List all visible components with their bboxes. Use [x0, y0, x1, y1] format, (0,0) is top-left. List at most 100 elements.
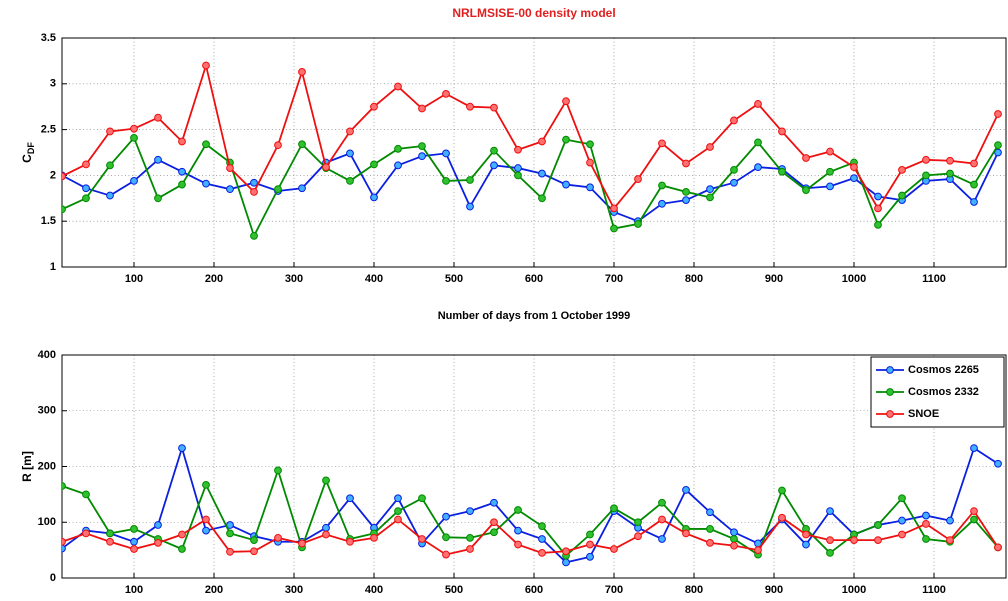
y-tick-label: 1.5 — [41, 215, 56, 227]
x-tick-label: 500 — [445, 584, 463, 596]
data-point — [62, 205, 66, 214]
y-axis-label-main: R [m] — [20, 451, 34, 482]
y-tick-label: 1 — [50, 261, 56, 273]
data-point — [250, 231, 258, 240]
data-point — [970, 515, 978, 524]
y-tick-label: 2 — [50, 169, 56, 181]
data-point — [442, 550, 450, 559]
y-axis-label-sub: DF — [26, 142, 36, 154]
x-tick-label: 600 — [525, 273, 543, 285]
data-point — [658, 535, 666, 543]
data-point — [418, 494, 426, 503]
data-point — [898, 530, 906, 539]
data-point — [82, 490, 90, 499]
data-point — [154, 521, 162, 529]
y-tick-label: 400 — [38, 349, 56, 361]
x-tick-label: 400 — [365, 584, 383, 596]
x-tick-label: 200 — [205, 584, 223, 596]
data-point — [538, 522, 546, 531]
y-tick-label: 0 — [50, 572, 56, 584]
data-point — [322, 476, 330, 485]
data-point — [922, 155, 930, 164]
data-point — [826, 147, 834, 156]
data-point — [754, 163, 762, 172]
y-tick-label: 200 — [38, 460, 56, 472]
data-point — [202, 515, 210, 524]
data-point — [394, 507, 402, 516]
data-point — [658, 498, 666, 507]
data-point — [826, 507, 834, 516]
data-point — [490, 518, 498, 527]
data-point — [394, 494, 402, 503]
data-point — [442, 149, 450, 158]
data-point — [490, 103, 498, 112]
series-line — [62, 136, 999, 239]
data-point — [970, 198, 978, 206]
x-tick-label: 700 — [605, 273, 623, 285]
x-tick-label: 800 — [685, 273, 703, 285]
data-point — [178, 545, 186, 553]
legend-marker — [886, 388, 894, 396]
data-point — [874, 220, 882, 229]
data-point — [850, 163, 858, 172]
data-point — [922, 520, 930, 528]
data-point — [946, 516, 954, 525]
data-point — [62, 172, 66, 181]
data-point — [586, 183, 594, 192]
data-point — [466, 545, 474, 553]
data-point — [634, 532, 642, 541]
data-point — [682, 486, 690, 494]
data-point — [514, 526, 522, 535]
data-point — [298, 140, 306, 149]
data-point — [610, 545, 618, 553]
data-point — [538, 535, 546, 543]
data-point — [682, 196, 690, 205]
data-point — [826, 182, 834, 191]
data-point — [922, 511, 930, 520]
y-tick-label: 2.5 — [41, 124, 56, 136]
x-tick-label: 200 — [205, 273, 223, 285]
data-point — [106, 161, 114, 170]
data-point — [62, 537, 66, 546]
data-point — [706, 143, 714, 151]
data-point — [346, 176, 354, 185]
data-point — [130, 176, 138, 185]
x-tick-label: 1100 — [922, 273, 946, 285]
x-tick-label: 1000 — [842, 273, 866, 285]
data-point — [514, 164, 522, 172]
data-point — [394, 82, 402, 91]
data-point — [610, 224, 618, 233]
data-point — [730, 535, 738, 543]
data-point — [346, 149, 354, 158]
legend-marker — [886, 410, 894, 418]
data-point — [442, 176, 450, 185]
x-axis-label: Number of days from 1 October 1999 — [438, 310, 631, 322]
data-point — [178, 167, 186, 176]
data-point — [538, 169, 546, 178]
legend-label: SNOE — [908, 408, 939, 420]
x-tick-label: 300 — [285, 584, 303, 596]
data-point — [946, 156, 954, 165]
x-tick-label: 300 — [285, 273, 303, 285]
data-point — [562, 97, 570, 106]
data-point — [562, 180, 570, 189]
data-point — [874, 521, 882, 529]
data-point — [778, 486, 786, 495]
data-point — [898, 191, 906, 200]
data-point — [298, 67, 306, 76]
data-point — [922, 535, 930, 543]
x-tick-label: 800 — [685, 584, 703, 596]
data-point — [946, 536, 954, 544]
data-point — [778, 127, 786, 136]
data-point — [130, 525, 138, 533]
data-point — [730, 166, 738, 174]
data-point — [226, 547, 234, 556]
data-point — [826, 167, 834, 176]
data-point — [130, 537, 138, 546]
data-point — [490, 146, 498, 155]
data-point — [490, 528, 498, 537]
data-point — [130, 133, 138, 142]
data-point — [874, 204, 882, 213]
data-point — [706, 538, 714, 547]
data-point — [322, 530, 330, 539]
